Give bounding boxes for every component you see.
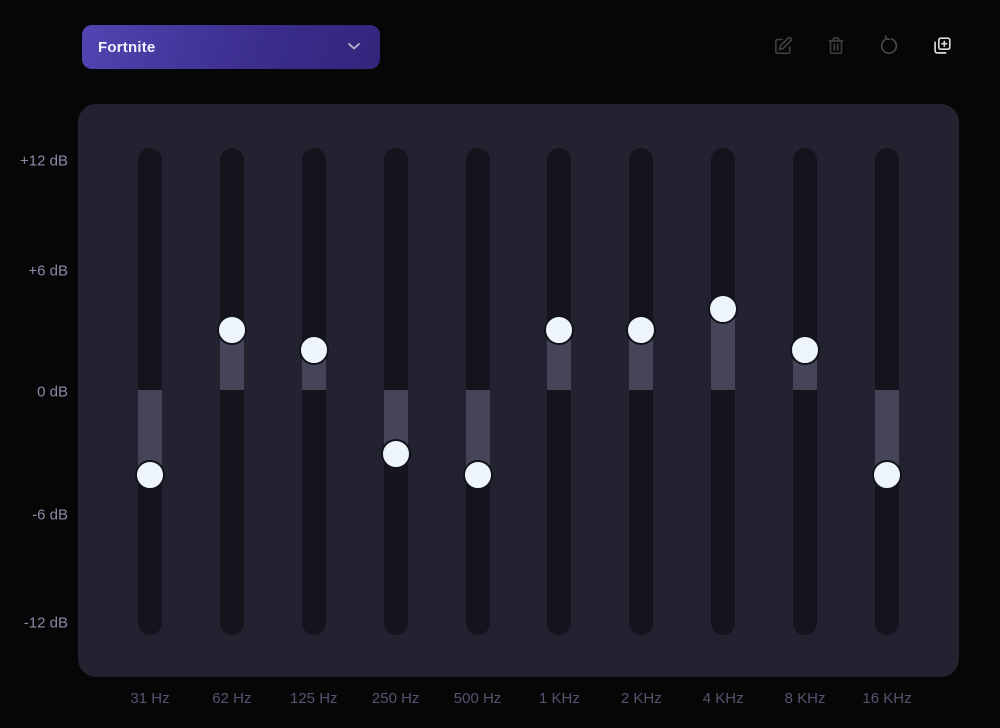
eq-slider-track-8-khz[interactable]: [793, 148, 818, 635]
eq-slider-knob-250-hz[interactable]: [380, 439, 411, 470]
edit-icon: [772, 35, 794, 57]
reset-icon: [878, 35, 900, 57]
eq-slider-knob-16-khz[interactable]: [872, 460, 902, 491]
freq-label-31-hz: 31 Hz: [130, 690, 170, 707]
freq-label-62-hz: 62 Hz: [212, 690, 252, 707]
freq-label-125-hz: 125 Hz: [290, 690, 338, 707]
eq-slider-track-2-khz[interactable]: [629, 148, 654, 635]
eq-slider-track-62-hz[interactable]: [219, 148, 244, 635]
reset-preset-button[interactable]: [877, 34, 901, 58]
db-axis-label: 0 dB: [37, 383, 68, 401]
freq-label-8-khz: 8 KHz: [784, 690, 826, 707]
freq-label-250-hz: 250 Hz: [371, 690, 420, 707]
edit-preset-button[interactable]: [771, 34, 795, 58]
freq-label-4-khz: 4 KHz: [702, 690, 744, 707]
eq-slider-knob-500-hz[interactable]: [462, 460, 493, 491]
eq-slider-track-1-khz[interactable]: [547, 148, 572, 635]
eq-slider-knob-2-khz[interactable]: [626, 314, 657, 345]
freq-label-2-khz: 2 KHz: [620, 690, 662, 707]
eq-slider-track-125-hz[interactable]: [301, 148, 326, 635]
preset-dropdown[interactable]: Fortnite: [82, 25, 380, 69]
duplicate-preset-button[interactable]: [930, 34, 954, 58]
eq-slider-knob-125-hz[interactable]: [298, 335, 329, 366]
duplicate-plus-icon: [931, 35, 953, 57]
preset-dropdown-label: Fortnite: [98, 38, 156, 56]
db-axis-label: +12 dB: [20, 152, 68, 170]
delete-preset-button[interactable]: [824, 34, 848, 58]
preset-actions-toolbar: [771, 34, 954, 58]
db-axis-label: -12 dB: [23, 614, 68, 632]
chevron-down-icon: [344, 36, 364, 59]
eq-panel: [78, 104, 959, 677]
freq-label-16-khz: 16 KHz: [862, 690, 912, 707]
db-axis-label: -6 dB: [32, 506, 68, 524]
eq-slider-knob-4-khz[interactable]: [708, 293, 739, 324]
freq-label-500-hz: 500 Hz: [453, 690, 502, 707]
eq-slider-knob-62-hz[interactable]: [216, 314, 247, 345]
freq-label-1-khz: 1 KHz: [539, 690, 580, 707]
eq-slider-knob-1-khz[interactable]: [544, 314, 575, 345]
db-axis-label: +6 dB: [28, 262, 68, 280]
trash-icon: [825, 35, 847, 57]
eq-slider-knob-8-khz[interactable]: [790, 335, 821, 366]
eq-slider-knob-31-hz[interactable]: [135, 460, 165, 491]
eq-slider-track-4-khz[interactable]: [711, 148, 736, 635]
